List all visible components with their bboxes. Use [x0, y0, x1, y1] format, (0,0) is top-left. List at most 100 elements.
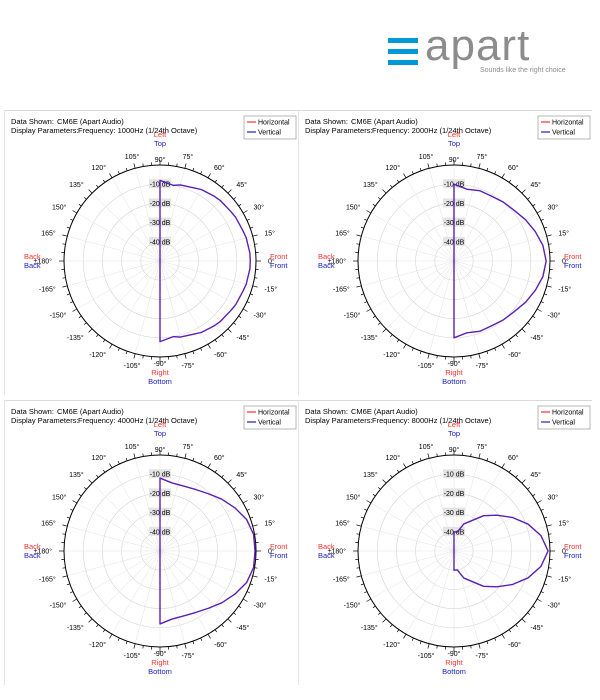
tick [366, 308, 372, 312]
legend-vertical: Vertical [258, 420, 281, 427]
tick [536, 308, 542, 312]
grid-spoke [76, 550, 161, 600]
grid-spoke [453, 482, 523, 552]
angle-label: 150° [52, 494, 67, 502]
tick [364, 508, 368, 511]
db-label-bg [443, 507, 465, 517]
grid-spoke [405, 177, 455, 262]
angle-label: -150° [50, 312, 67, 320]
tick [66, 293, 70, 296]
tick [62, 567, 66, 569]
grid-spoke [453, 260, 503, 345]
grid-spoke [385, 550, 455, 620]
caption-bottom: Bottom [148, 667, 172, 676]
angle-label: -75° [181, 652, 194, 660]
tick [544, 583, 548, 586]
grid-spoke [453, 502, 538, 552]
polar-chart-1000hz: Data Shown: CM6E (Apart Audio) Display Par… [4, 110, 298, 395]
legend-box [243, 405, 297, 430]
tick [403, 173, 407, 179]
polar-chart-svg: Data Shown: CM6E (Apart Audio)Display Par… [305, 405, 591, 676]
grid-spoke [453, 212, 538, 262]
tick [470, 163, 472, 167]
series-vertical-trace [159, 477, 256, 625]
tick [109, 343, 113, 349]
caption-left: Left [448, 130, 461, 139]
caption-back-horizontal: Back [24, 542, 41, 551]
frequency-label: Frequency: 4000Hz (1/24th Octave) [78, 416, 198, 425]
angle-label: 135° [363, 181, 378, 189]
angle-label: 0° [268, 548, 275, 556]
polar-chart-4000hz: Data Shown: CM6E (Apart Audio) Display Par… [4, 400, 298, 685]
angle-label: 75° [477, 443, 488, 451]
grid-spoke [453, 550, 523, 620]
tick [396, 469, 400, 473]
caption-front-horizontal: Front [564, 252, 582, 261]
tick [515, 624, 518, 628]
tick [62, 243, 66, 245]
tick [109, 173, 113, 179]
tick [200, 171, 203, 175]
grid-spoke [159, 177, 209, 262]
tick [72, 500, 78, 504]
grid-spoke [453, 235, 547, 262]
angle-label: 45° [236, 181, 247, 189]
angle-label: 120° [386, 164, 401, 172]
grid-spoke [370, 260, 455, 310]
tick [411, 347, 414, 351]
caption-front-vertical: Front [564, 261, 582, 270]
tick [501, 633, 505, 639]
tick [548, 277, 552, 279]
angle-ticks [59, 160, 261, 362]
tick [540, 301, 544, 304]
angle-label: 165° [335, 230, 350, 238]
grid-spoke [67, 260, 161, 287]
angle-label: 165° [335, 520, 350, 528]
angle-label: -165° [333, 285, 350, 293]
tick [494, 347, 497, 351]
tick [66, 516, 70, 519]
grid-spoke [76, 260, 161, 310]
angle-label: -135° [67, 334, 84, 342]
grid-spoke [159, 502, 244, 552]
tick [125, 351, 128, 355]
angle-label: -75° [475, 362, 488, 370]
angle-ticks [59, 450, 261, 652]
tick [192, 641, 195, 645]
tick [436, 453, 438, 457]
tick [227, 328, 232, 333]
tick [242, 308, 248, 312]
tick [382, 189, 387, 194]
tick [62, 575, 68, 578]
display-params-label: Display Parameters: [305, 126, 373, 135]
tick [133, 643, 136, 649]
tick [233, 487, 237, 490]
caption-left: Left [448, 420, 461, 429]
legend: Horizontal Vertical [537, 405, 591, 430]
grid-spoke [159, 550, 209, 635]
polar-chart-8000hz: Data Shown: CM6E (Apart Audio) Display Par… [298, 400, 592, 685]
tick [478, 163, 481, 169]
data-shown-label: Data Shown: [11, 407, 54, 416]
angle-label: -30° [548, 602, 561, 610]
tick [227, 189, 232, 194]
angle-label: 105° [125, 443, 140, 451]
tick [192, 351, 195, 355]
grid-spoke [111, 467, 161, 552]
tick [233, 197, 237, 200]
caption-right: Right [445, 658, 463, 667]
data-shown-value: CM6E (Apart Audio) [57, 407, 124, 416]
tick [364, 301, 368, 304]
tick [184, 353, 187, 359]
db-label: -10 dB [444, 472, 465, 479]
angle-label: 0° [562, 548, 569, 556]
angle-label: -45° [530, 624, 543, 632]
tick [382, 479, 387, 484]
tick [62, 277, 66, 279]
tick [214, 179, 218, 183]
caption-back-vertical: Back [318, 551, 335, 560]
tick [356, 533, 360, 535]
tick [377, 322, 381, 325]
caption-front-vertical: Front [564, 551, 582, 560]
caption-bottom: Bottom [442, 667, 466, 676]
